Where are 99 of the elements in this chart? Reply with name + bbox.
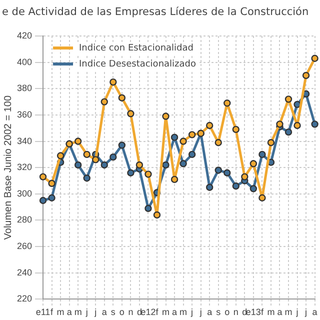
- point: [74, 138, 82, 145]
- legend-label: Indice Desestacionalizado: [79, 59, 196, 70]
- point: [276, 120, 284, 128]
- point: [170, 134, 178, 141]
- point: [83, 150, 90, 158]
- x-tick-label: a: [312, 307, 318, 318]
- y-tick-label: 320: [16, 162, 32, 172]
- point: [224, 100, 231, 107]
- x-tick-label: n: [128, 307, 134, 318]
- point: [224, 169, 231, 176]
- point: [250, 160, 258, 168]
- y-axis-title: Volumen Base Junio 2002 = 100: [2, 95, 14, 240]
- x-tick-label: j: [304, 307, 308, 318]
- point: [302, 72, 310, 80]
- x-tick-label: j: [295, 307, 298, 318]
- x-tick-label: d: [242, 307, 248, 318]
- x-tick-label: a: [277, 307, 282, 318]
- x-tick-label: m: [56, 307, 64, 318]
- y-tick-label: 260: [16, 241, 32, 252]
- legend-label: Indice con Estacionalidad: [79, 43, 194, 54]
- point: [258, 194, 266, 202]
- point: [100, 98, 108, 106]
- point: [144, 204, 152, 212]
- point: [311, 54, 318, 62]
- point: [39, 173, 47, 180]
- x-tick-label: j: [198, 307, 202, 318]
- point: [118, 142, 126, 149]
- point: [188, 150, 196, 158]
- x-tick-label: m: [284, 307, 292, 318]
- point: [206, 184, 214, 191]
- point: [258, 150, 266, 158]
- point: [180, 160, 187, 168]
- x-tick-label: o: [119, 307, 124, 318]
- x-tick-label: m: [180, 307, 188, 318]
- point: [294, 100, 301, 108]
- point: [153, 211, 161, 219]
- x-tick-label: o: [224, 307, 230, 318]
- y-tick-label: 280: [16, 214, 32, 225]
- point: [170, 176, 178, 184]
- x-tick-label: d: [136, 307, 142, 318]
- x-tick-label: a: [66, 307, 72, 318]
- point: [162, 112, 170, 120]
- y-tick-label: 220: [16, 294, 32, 304]
- point: [100, 161, 108, 169]
- point: [92, 156, 100, 164]
- point: [127, 110, 134, 118]
- x-tick-label: a: [207, 307, 212, 318]
- x-tick-label: s: [110, 307, 116, 318]
- point: [56, 152, 64, 160]
- point: [311, 120, 318, 128]
- point: [214, 166, 222, 174]
- x-tick-label: e13: [246, 307, 261, 318]
- x-tick-label: f: [156, 307, 159, 318]
- x-tick-label: m: [267, 307, 275, 318]
- x-tick-label: a: [172, 307, 178, 318]
- chart-title: e de Actividad de las Empresas Líderes de la Construcción: [2, 6, 309, 18]
- point: [241, 173, 248, 180]
- point: [180, 138, 187, 145]
- point: [110, 78, 117, 86]
- point: [144, 170, 152, 178]
- y-tick-label: 400: [16, 56, 32, 67]
- y-tick-label: 420: [16, 30, 32, 40]
- point: [110, 153, 117, 161]
- point: [48, 194, 56, 202]
- point: [206, 122, 214, 130]
- point: [267, 138, 275, 146]
- point: [232, 126, 240, 134]
- point: [83, 174, 90, 182]
- x-tick-label: e12: [140, 307, 156, 318]
- point: [214, 138, 222, 146]
- x-tick-label: m: [162, 307, 170, 318]
- point: [162, 161, 170, 169]
- y-tick-label: 360: [16, 109, 32, 120]
- y-tick-label: 240: [16, 267, 32, 278]
- y-tick-label: 380: [16, 83, 32, 94]
- point: [127, 169, 134, 176]
- point: [294, 122, 301, 130]
- x-tick-label: n: [233, 307, 238, 318]
- y-tick-label: 300: [16, 188, 32, 198]
- x-tick-label: f: [50, 307, 54, 318]
- x-tick-label: j: [190, 307, 194, 318]
- point: [118, 94, 126, 102]
- point: [136, 161, 144, 169]
- x-tick-label: j: [94, 307, 97, 318]
- x-tick-label: m: [74, 307, 82, 318]
- x-tick-label: s: [216, 307, 222, 318]
- x-tick-label: f: [260, 307, 264, 318]
- x-tick-label: e11: [36, 307, 50, 318]
- y-tick-label: 340: [16, 136, 32, 146]
- point: [284, 128, 292, 136]
- point: [48, 180, 56, 187]
- point: [39, 196, 47, 204]
- x-tick-label: a: [102, 307, 107, 318]
- point: [284, 96, 292, 103]
- x-tick-label: j: [84, 307, 88, 318]
- point: [250, 185, 258, 192]
- point: [74, 161, 82, 169]
- point: [232, 182, 240, 190]
- point: [188, 131, 196, 138]
